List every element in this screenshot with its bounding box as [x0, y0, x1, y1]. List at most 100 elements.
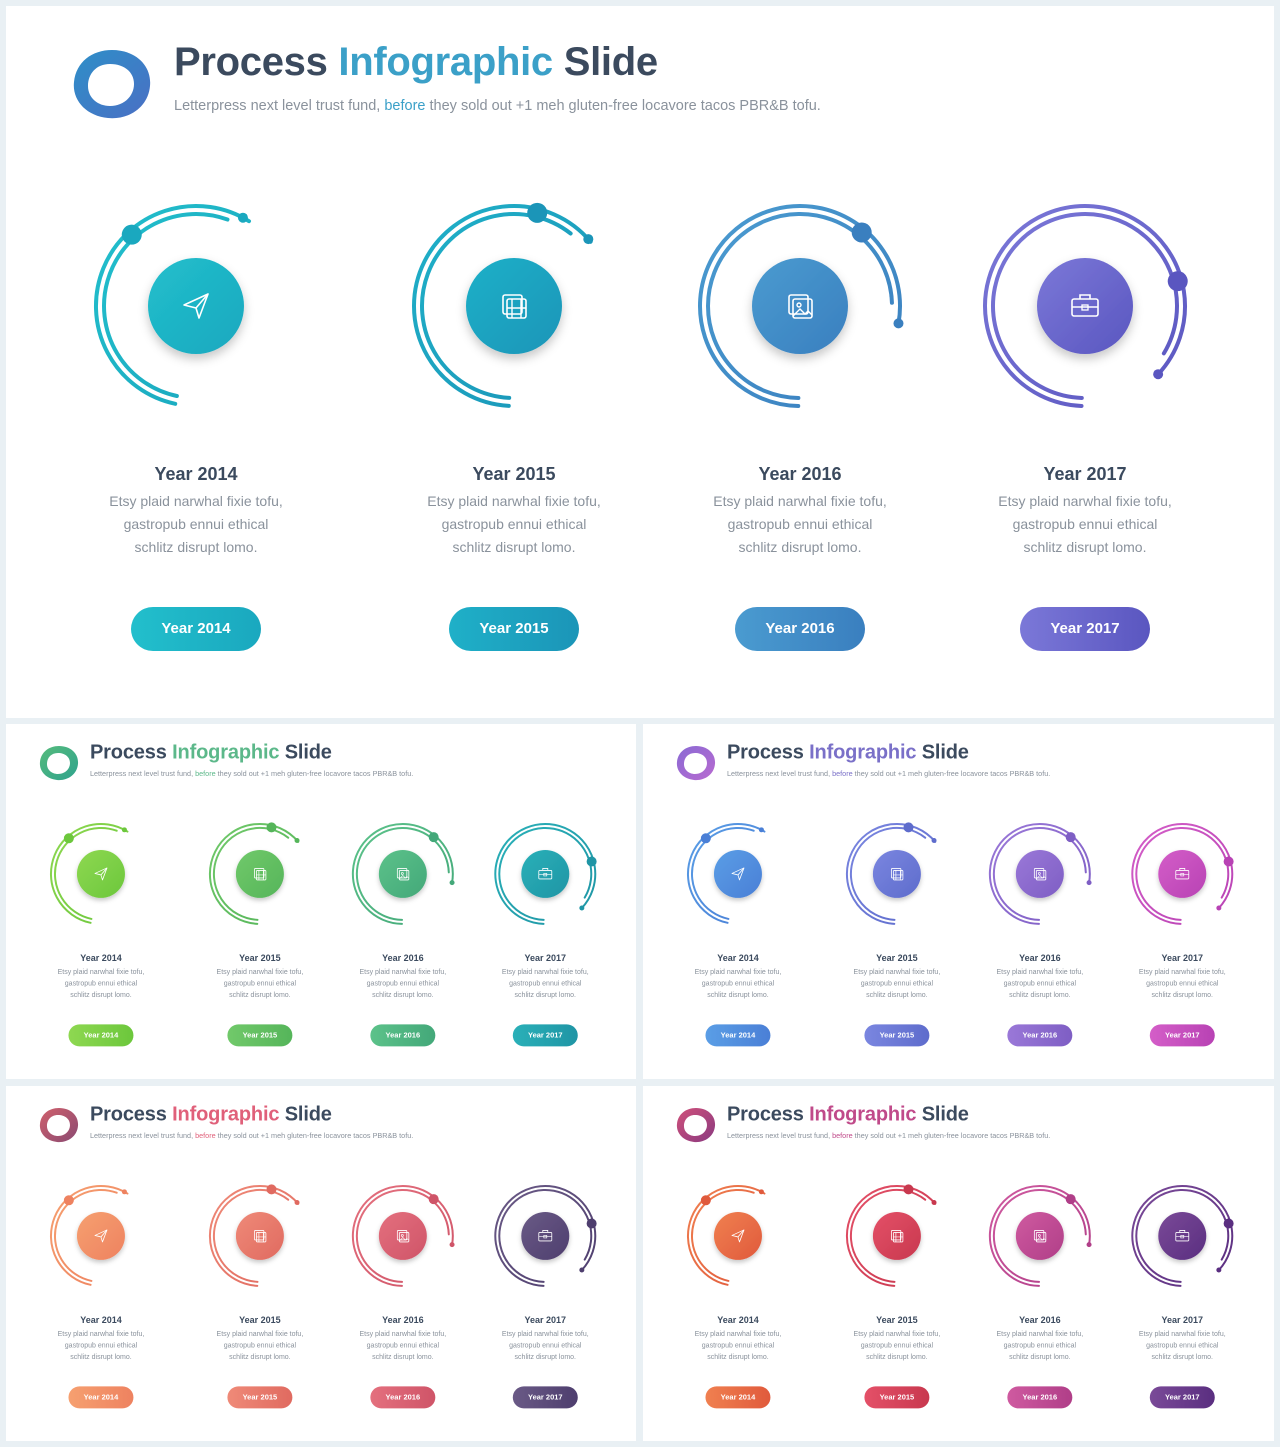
- step-icon-circle: [713, 849, 762, 898]
- outer-arc: [988, 1184, 1091, 1287]
- step-icon-circle: [872, 849, 921, 898]
- step-year-heading: Year 2016: [382, 1314, 424, 1325]
- step-year-heading: Year 2016: [1019, 1314, 1061, 1325]
- process-step: Year 2017 Etsy plaid narwhal fixie tofu, …: [1107, 819, 1257, 1054]
- step-description: Etsy plaid narwhal fixie tofu, gastropub…: [57, 967, 145, 999]
- step-year-heading: Year 2017: [1043, 464, 1127, 484]
- subtitle-text: they sold out +1 meh gluten-free locavor…: [217, 1131, 414, 1140]
- step-year-heading: Year 2017: [524, 952, 567, 963]
- arc-end-dot: [121, 1189, 127, 1195]
- step-year-button[interactable]: Year 2016: [370, 1386, 436, 1409]
- subtitle-text: they sold out +1 meh gluten-free locavor…: [854, 769, 1051, 778]
- step-year-button[interactable]: Year 2014: [705, 1386, 771, 1409]
- page-subtitle: Letterpress next level trust fund, befor…: [727, 1132, 1050, 1140]
- step-ring-graphic: [1131, 822, 1234, 925]
- step-year-heading: Year 2017: [1161, 1314, 1204, 1325]
- step-ring-graphic: [494, 1184, 597, 1287]
- subtitle-text: they sold out +1 meh gluten-free locavor…: [429, 98, 821, 114]
- briefcase-icon: [538, 1230, 553, 1242]
- step-year-button[interactable]: Year 2015: [227, 1386, 293, 1409]
- inner-arc: [690, 1188, 755, 1282]
- arc-marker-dot: [121, 224, 142, 245]
- subtitle-text: Letterpress next level trust fund,: [174, 98, 381, 114]
- step-year-button[interactable]: Year 2017: [512, 1024, 578, 1047]
- process-step: Year 2014 Etsy plaid narwhal fixie tofu, …: [663, 1181, 813, 1416]
- step-year-heading: Year 2015: [239, 952, 281, 963]
- arc-end-dot: [579, 1267, 585, 1273]
- outer-arc: [351, 1184, 454, 1287]
- step-year-button[interactable]: Year 2016: [735, 607, 865, 651]
- step-description: Etsy plaid narwhal fixie tofu, gastropub…: [996, 1329, 1084, 1361]
- outer-arc: [494, 1184, 597, 1287]
- step-year-button[interactable]: Year 2016: [1007, 1024, 1073, 1047]
- arc-end-dot: [294, 837, 300, 843]
- step-year-button[interactable]: Year 2016: [370, 1024, 436, 1047]
- title-word-slide: Slide: [284, 1102, 332, 1125]
- process-step: Year 2016 Etsy plaid narwhal fixie tofu, …: [965, 819, 1115, 1054]
- arc-marker-dot: [903, 1184, 914, 1195]
- step-year-button[interactable]: Year 2015: [227, 1024, 293, 1047]
- page-title: Process Infographic Slide: [727, 741, 969, 763]
- arc-marker-dot: [1223, 1218, 1234, 1229]
- inner-arc: [102, 212, 230, 398]
- step-icon-circle: [76, 849, 125, 898]
- arc-marker-dot: [266, 822, 277, 833]
- arc-marker-dot: [63, 833, 74, 844]
- arc-marker-dot: [428, 1194, 439, 1205]
- step-ring-graphic: [412, 202, 594, 408]
- step-year-button[interactable]: Year 2014: [131, 607, 261, 651]
- step-year-button[interactable]: Year 2015: [864, 1024, 930, 1047]
- step-description: Etsy plaid narwhal fixie tofu, gastropub…: [1138, 967, 1226, 999]
- paper-plane-icon: [731, 1229, 745, 1243]
- step-icon-circle: [235, 1211, 284, 1260]
- step-year-heading: Year 2014: [717, 952, 759, 963]
- step-icon-circle: [1158, 849, 1207, 898]
- step-year-button[interactable]: Year 2016: [1007, 1386, 1073, 1409]
- page-title: Process Infographic Slide: [174, 40, 658, 85]
- step-description: Etsy plaid narwhal fixie tofu, gastropub…: [501, 1329, 589, 1361]
- step-icon-circle: [521, 1211, 570, 1260]
- title-word-infographic: Infographic: [172, 1102, 280, 1125]
- paper-plane-icon: [94, 867, 108, 881]
- title-word-infographic: Infographic: [809, 740, 917, 763]
- arc-end-dot: [237, 212, 248, 223]
- process-step: Year 2015 Etsy plaid narwhal fixie tofu, …: [822, 819, 972, 1054]
- step-year-button[interactable]: Year 2015: [449, 607, 579, 651]
- step-ring-graphic: [988, 1184, 1092, 1287]
- title-word-slide: Slide: [921, 1102, 969, 1125]
- step-ring-graphic: [49, 822, 129, 924]
- step-year-heading: Year 2014: [717, 1314, 759, 1325]
- main-slide: Process Infographic Slide Letterpress nex…: [6, 6, 1274, 718]
- inner-arc: [849, 827, 927, 921]
- slide-variant-green: Process Infographic Slide Letterpress nex…: [6, 724, 636, 1079]
- inner-arc: [420, 212, 573, 400]
- arc-end-dot: [1086, 1242, 1092, 1248]
- step-icon-circle: [1158, 1211, 1207, 1260]
- step-year-button[interactable]: Year 2014: [68, 1386, 134, 1409]
- step-year-button[interactable]: Year 2017: [1149, 1024, 1215, 1047]
- logo-ring-icon: [676, 1107, 716, 1143]
- arc-end-dot: [931, 1199, 937, 1205]
- step-year-button[interactable]: Year 2015: [864, 1386, 930, 1409]
- title-word-process: Process: [174, 40, 328, 84]
- step-year-button[interactable]: Year 2017: [1149, 1386, 1215, 1409]
- step-year-button[interactable]: Year 2017: [1020, 607, 1150, 651]
- step-year-button[interactable]: Year 2014: [68, 1024, 134, 1047]
- arc-marker-dot: [903, 822, 914, 833]
- title-word-slide: Slide: [921, 740, 969, 763]
- step-description: Etsy plaid narwhal fixie tofu, gastropub…: [359, 967, 447, 999]
- arc-marker-dot: [63, 1195, 74, 1206]
- step-ring-graphic: [686, 1184, 766, 1286]
- step-year-heading: Year 2015: [472, 464, 556, 484]
- process-step: Year 2014 Etsy plaid narwhal fixie tofu, …: [26, 1181, 176, 1416]
- step-year-button[interactable]: Year 2017: [512, 1386, 578, 1409]
- step-year-button[interactable]: Year 2014: [705, 1024, 771, 1047]
- image-icon: [396, 868, 410, 881]
- step-description: Etsy plaid narwhal fixie tofu, gastropub…: [998, 493, 1172, 555]
- briefcase-icon: [1071, 294, 1099, 317]
- step-description: Etsy plaid narwhal fixie tofu, gastropub…: [996, 967, 1084, 999]
- outer-arc: [988, 822, 1091, 925]
- title-word-slide: Slide: [284, 740, 332, 763]
- inner-arc: [690, 826, 755, 920]
- step-icon-circle: [148, 258, 244, 354]
